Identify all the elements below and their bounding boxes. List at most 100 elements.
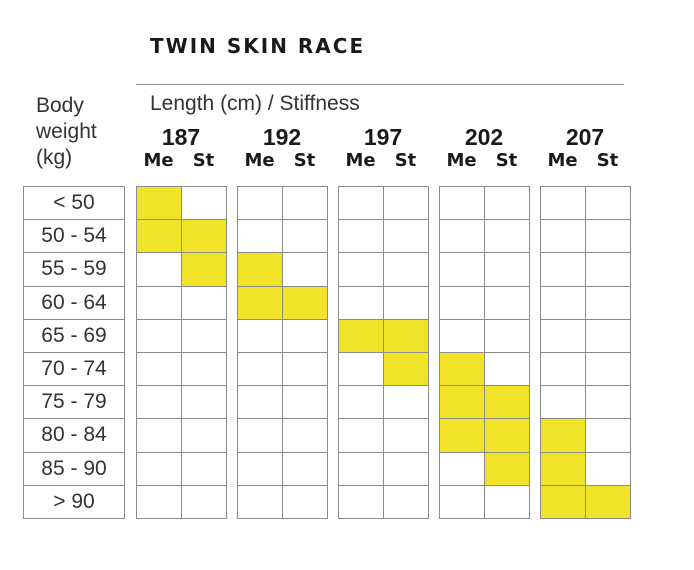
recommended-cell (181, 252, 227, 287)
recommended-cell (237, 252, 283, 287)
recommended-cell (439, 385, 485, 420)
empty-cell (383, 252, 429, 287)
empty-cell (484, 219, 530, 254)
empty-cell (338, 418, 384, 453)
empty-cell (282, 418, 328, 453)
recommended-cell (181, 219, 227, 254)
empty-cell (237, 385, 283, 420)
empty-cell (540, 252, 586, 287)
empty-cell (484, 484, 530, 519)
empty-cell (585, 318, 631, 353)
stiffness-me-label: Me (244, 150, 275, 171)
empty-cell (282, 451, 328, 486)
empty-cell (136, 318, 182, 353)
empty-cell (181, 318, 227, 353)
empty-cell (136, 252, 182, 287)
empty-cell (338, 484, 384, 519)
stiffness-st-label: St (596, 150, 619, 171)
empty-cell (540, 186, 586, 221)
empty-cell (439, 484, 485, 519)
recommended-cell (237, 285, 283, 320)
empty-cell (282, 484, 328, 519)
empty-cell (484, 285, 530, 320)
empty-cell (338, 285, 384, 320)
empty-cell (484, 186, 530, 221)
empty-cell (181, 186, 227, 221)
stiffness-st-label: St (394, 150, 417, 171)
stiffness-me-label: Me (446, 150, 477, 171)
empty-cell (484, 352, 530, 387)
empty-cell (585, 285, 631, 320)
empty-cell (181, 285, 227, 320)
recommended-cell (540, 418, 586, 453)
empty-cell (237, 418, 283, 453)
recommended-cell (484, 385, 530, 420)
recommended-cell (484, 418, 530, 453)
empty-cell (282, 318, 328, 353)
empty-cell (181, 451, 227, 486)
weight-row-label: > 90 (23, 484, 125, 519)
empty-cell (136, 352, 182, 387)
empty-cell (383, 418, 429, 453)
weight-row-label: 55 - 59 (23, 252, 125, 287)
empty-cell (585, 252, 631, 287)
chart-title: TWIN SKIN RACE (150, 34, 366, 58)
weight-row-label: < 50 (23, 186, 125, 221)
body-weight-label-line: Body (36, 94, 84, 117)
weight-row-label: 85 - 90 (23, 451, 125, 486)
empty-cell (540, 285, 586, 320)
recommended-cell (383, 318, 429, 353)
empty-cell (585, 451, 631, 486)
empty-cell (439, 285, 485, 320)
empty-cell (237, 219, 283, 254)
recommended-cell (439, 352, 485, 387)
recommended-cell (282, 285, 328, 320)
recommended-cell (136, 219, 182, 254)
empty-cell (540, 318, 586, 353)
empty-cell (338, 186, 384, 221)
empty-cell (439, 318, 485, 353)
empty-cell (383, 186, 429, 221)
stiffness-me-label: Me (143, 150, 174, 171)
empty-cell (585, 186, 631, 221)
empty-cell (282, 186, 328, 221)
recommended-cell (484, 451, 530, 486)
empty-cell (439, 186, 485, 221)
weight-row-label: 75 - 79 (23, 385, 125, 420)
empty-cell (540, 352, 586, 387)
header-divider (136, 84, 624, 85)
empty-cell (237, 186, 283, 221)
length-207-label: 207 (565, 124, 605, 150)
empty-cell (237, 352, 283, 387)
empty-cell (237, 484, 283, 519)
empty-cell (237, 318, 283, 353)
empty-cell (237, 451, 283, 486)
empty-cell (383, 285, 429, 320)
empty-cell (585, 418, 631, 453)
empty-cell (484, 318, 530, 353)
empty-cell (282, 385, 328, 420)
empty-cell (338, 252, 384, 287)
empty-cell (136, 484, 182, 519)
weight-row-label: 65 - 69 (23, 318, 125, 353)
length-202-label: 202 (464, 124, 504, 150)
empty-cell (136, 451, 182, 486)
empty-cell (136, 385, 182, 420)
length-192-label: 192 (262, 124, 302, 150)
empty-cell (181, 484, 227, 519)
weight-row-label: 80 - 84 (23, 418, 125, 453)
empty-cell (181, 418, 227, 453)
empty-cell (585, 385, 631, 420)
stiffness-me-label: Me (547, 150, 578, 171)
empty-cell (540, 219, 586, 254)
empty-cell (540, 385, 586, 420)
empty-cell (439, 252, 485, 287)
empty-cell (484, 252, 530, 287)
empty-cell (282, 352, 328, 387)
recommended-cell (540, 451, 586, 486)
empty-cell (383, 219, 429, 254)
recommended-cell (383, 352, 429, 387)
body-weight-label-line: (kg) (36, 146, 73, 169)
empty-cell (136, 418, 182, 453)
empty-cell (282, 219, 328, 254)
